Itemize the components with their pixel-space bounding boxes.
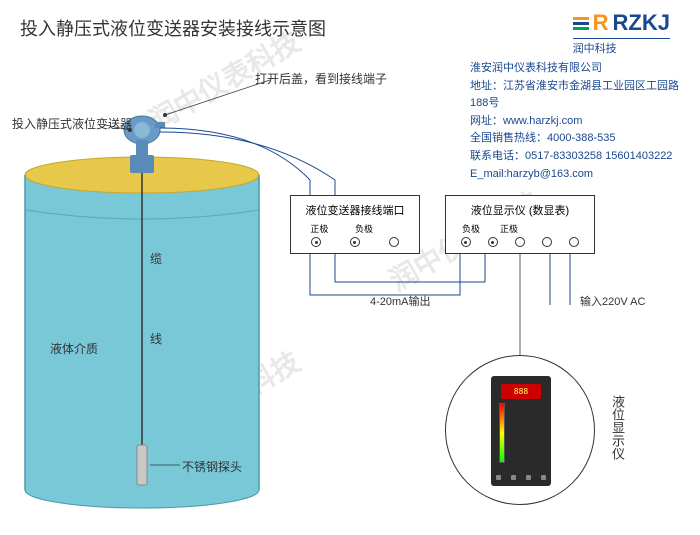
- logo-sub: 润中科技: [573, 38, 670, 56]
- display-device-circle: 888: [445, 355, 595, 505]
- company-address: 地址：江苏省淮安市金湖县工业园区工园路188号: [470, 78, 680, 113]
- terminal2-neg: 负极: [462, 222, 480, 235]
- logo: R RZKJ 润中科技: [573, 10, 670, 56]
- company-phone: 联系电话：0517-83303258 15601403222: [470, 148, 680, 166]
- input-label: 输入220V AC: [580, 293, 645, 309]
- terminal-circle: [488, 237, 498, 247]
- watermark: 润中仪表科技: [141, 341, 307, 460]
- company-website: 网址：www.harzkj.com: [470, 113, 680, 131]
- device-buttons: [491, 475, 551, 480]
- logo-text: RZKJ: [613, 10, 670, 36]
- company-email: E_mail:harzyb@163.com: [470, 166, 680, 184]
- terminal2-pos: 正极: [500, 222, 518, 235]
- cable-label-2: 线: [150, 330, 162, 347]
- cable-label-1: 缆: [150, 250, 162, 267]
- terminal-box-1: 液位变送器接线端口 正极 负极: [290, 195, 420, 254]
- cover-label: 打开后盖，看到接线端子: [255, 70, 387, 87]
- terminal-circle: [542, 237, 552, 247]
- terminal-box-2: 液位显示仪 (数显表) 负极 正极: [445, 195, 595, 254]
- terminal1-title: 液位变送器接线端口: [297, 202, 413, 218]
- terminal-circle: [569, 237, 579, 247]
- transmitter-label: 投入静压式液位变送器: [12, 115, 132, 132]
- company-info: 淮安润中仪表科技有限公司 地址：江苏省淮安市金湖县工业园区工园路188号 网址：…: [470, 60, 680, 183]
- terminal2-title: 液位显示仪 (数显表): [452, 202, 588, 218]
- terminal-circle: [350, 237, 360, 247]
- device-screen: 888: [501, 384, 541, 399]
- terminal-circle: [389, 237, 399, 247]
- terminal-circle: [311, 237, 321, 247]
- output-label: 4-20mA输出: [370, 293, 431, 309]
- logo-bars: [573, 17, 589, 30]
- display-label: 液位显示仪: [608, 395, 627, 460]
- medium-label: 液体介质: [50, 340, 98, 357]
- logo-r: R: [593, 10, 609, 36]
- probe-label: 不锈钢探头: [182, 458, 242, 475]
- company-hotline: 全国销售热线：4000-388-535: [470, 130, 680, 148]
- display-device: 888: [491, 376, 551, 486]
- terminal1-pos: 正极: [310, 222, 328, 235]
- company-name: 淮安润中仪表科技有限公司: [470, 60, 680, 78]
- terminal1-neg: 负极: [355, 222, 373, 235]
- terminal-circle: [461, 237, 471, 247]
- terminal-circle: [515, 237, 525, 247]
- diagram-title: 投入静压式液位变送器安装接线示意图: [20, 15, 326, 41]
